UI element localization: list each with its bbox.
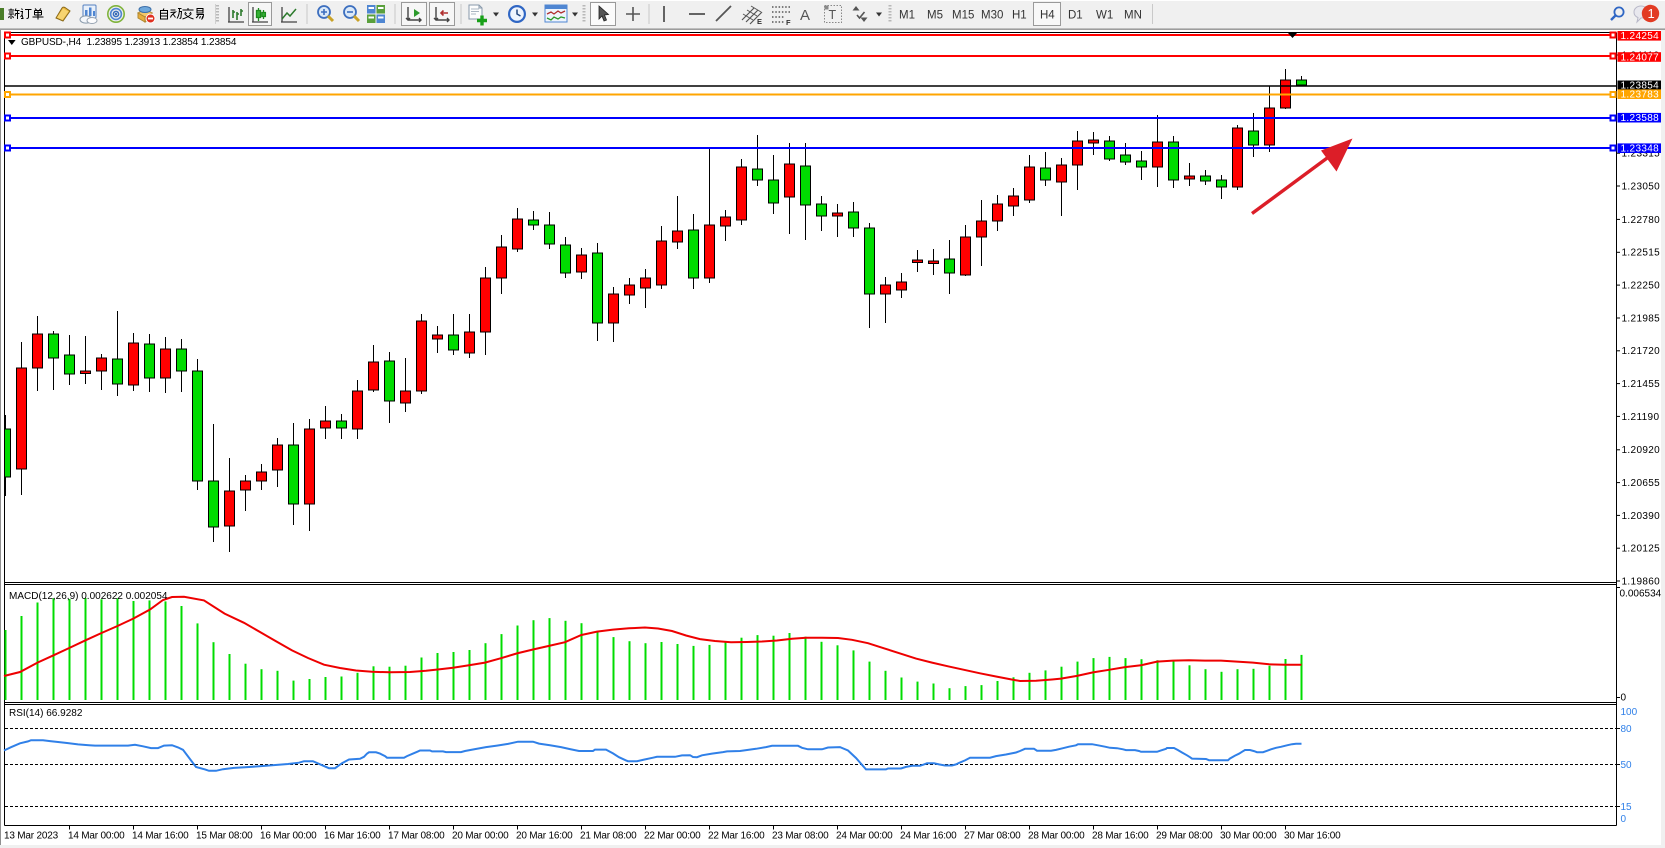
svg-text:1.24254: 1.24254 xyxy=(1621,31,1660,42)
svg-text:1.24077: 1.24077 xyxy=(1621,52,1660,63)
svg-text:30 Mar 16:00: 30 Mar 16:00 xyxy=(1284,831,1341,842)
svg-text:M30: M30 xyxy=(981,10,1003,22)
svg-text:1.20125: 1.20125 xyxy=(1622,544,1661,555)
svg-text:23 Mar 08:00: 23 Mar 08:00 xyxy=(772,831,829,842)
svg-text:1.19860: 1.19860 xyxy=(1622,576,1661,587)
svg-text:RSI(14) 66.9282: RSI(14) 66.9282 xyxy=(9,708,83,719)
svg-text:14 Mar 16:00: 14 Mar 16:00 xyxy=(132,831,189,842)
svg-text:1.23348: 1.23348 xyxy=(1621,144,1660,155)
svg-text:1.23783: 1.23783 xyxy=(1621,90,1660,101)
svg-text:100: 100 xyxy=(1621,707,1638,718)
svg-text:20 Mar 00:00: 20 Mar 00:00 xyxy=(452,831,509,842)
svg-text:A: A xyxy=(800,7,810,24)
svg-text:28 Mar 00:00: 28 Mar 00:00 xyxy=(1028,831,1085,842)
svg-text:24 Mar 00:00: 24 Mar 00:00 xyxy=(836,831,893,842)
svg-text:1.22515: 1.22515 xyxy=(1622,248,1661,259)
svg-text:1.20920: 1.20920 xyxy=(1622,445,1661,456)
svg-text:1.21455: 1.21455 xyxy=(1622,379,1661,390)
svg-text:1.23588: 1.23588 xyxy=(1621,113,1660,124)
svg-text:22 Mar 16:00: 22 Mar 16:00 xyxy=(708,831,765,842)
svg-text:1.23050: 1.23050 xyxy=(1622,181,1661,192)
svg-text:W1: W1 xyxy=(1096,10,1113,22)
svg-text:28 Mar 16:00: 28 Mar 16:00 xyxy=(1092,831,1149,842)
svg-text:1.20390: 1.20390 xyxy=(1622,511,1661,522)
svg-text:80: 80 xyxy=(1621,724,1633,735)
svg-text:H1: H1 xyxy=(1012,10,1027,22)
svg-text:M15: M15 xyxy=(952,10,974,22)
svg-text:13 Mar 2023: 13 Mar 2023 xyxy=(4,831,59,842)
svg-text:M1: M1 xyxy=(899,10,915,22)
svg-text:22 Mar 00:00: 22 Mar 00:00 xyxy=(644,831,701,842)
svg-text:MN: MN xyxy=(1124,10,1142,22)
svg-text:21 Mar 08:00: 21 Mar 08:00 xyxy=(580,831,637,842)
svg-text:0: 0 xyxy=(1621,814,1627,825)
svg-text:F: F xyxy=(786,18,791,27)
svg-text:D1: D1 xyxy=(1068,10,1083,22)
svg-text:E: E xyxy=(757,17,762,26)
svg-text:T: T xyxy=(829,8,837,22)
svg-text:0: 0 xyxy=(1621,693,1627,704)
svg-text:M5: M5 xyxy=(927,10,943,22)
svg-text:1.20655: 1.20655 xyxy=(1622,478,1661,489)
svg-text:15 Mar 08:00: 15 Mar 08:00 xyxy=(196,831,253,842)
svg-text:1.23315: 1.23315 xyxy=(1622,149,1661,160)
svg-text:16 Mar 16:00: 16 Mar 16:00 xyxy=(324,831,381,842)
svg-text:0.006534: 0.006534 xyxy=(1620,589,1662,600)
svg-text:1: 1 xyxy=(1648,6,1655,21)
svg-text:1.21985: 1.21985 xyxy=(1622,313,1661,324)
svg-text:16 Mar 00:00: 16 Mar 00:00 xyxy=(260,831,317,842)
svg-text:1.21190: 1.21190 xyxy=(1622,412,1660,423)
svg-text:1.21720: 1.21720 xyxy=(1622,346,1661,357)
svg-text:27 Mar 08:00: 27 Mar 08:00 xyxy=(964,831,1021,842)
svg-text:H4: H4 xyxy=(1040,10,1055,22)
svg-text:1.23854: 1.23854 xyxy=(1621,81,1660,92)
svg-text:20 Mar 16:00: 20 Mar 16:00 xyxy=(516,831,573,842)
svg-text:29 Mar 08:00: 29 Mar 08:00 xyxy=(1156,831,1213,842)
svg-text:1.22780: 1.22780 xyxy=(1622,215,1661,226)
svg-text:50: 50 xyxy=(1621,760,1633,771)
svg-text:17 Mar 08:00: 17 Mar 08:00 xyxy=(388,831,445,842)
svg-text:GBPUSD-,H4 1.23895 1.23913 1.: GBPUSD-,H4 1.23895 1.23913 1.23854 1.238… xyxy=(21,37,237,48)
svg-text:30 Mar 00:00: 30 Mar 00:00 xyxy=(1220,831,1277,842)
svg-text:24 Mar 16:00: 24 Mar 16:00 xyxy=(900,831,957,842)
svg-text:MACD(12,26,9) 0.002622 0.00205: MACD(12,26,9) 0.002622 0.002054 xyxy=(9,591,168,602)
svg-text:15: 15 xyxy=(1621,802,1633,813)
svg-text:14 Mar 00:00: 14 Mar 00:00 xyxy=(68,831,125,842)
svg-text:1.22250: 1.22250 xyxy=(1622,281,1661,292)
